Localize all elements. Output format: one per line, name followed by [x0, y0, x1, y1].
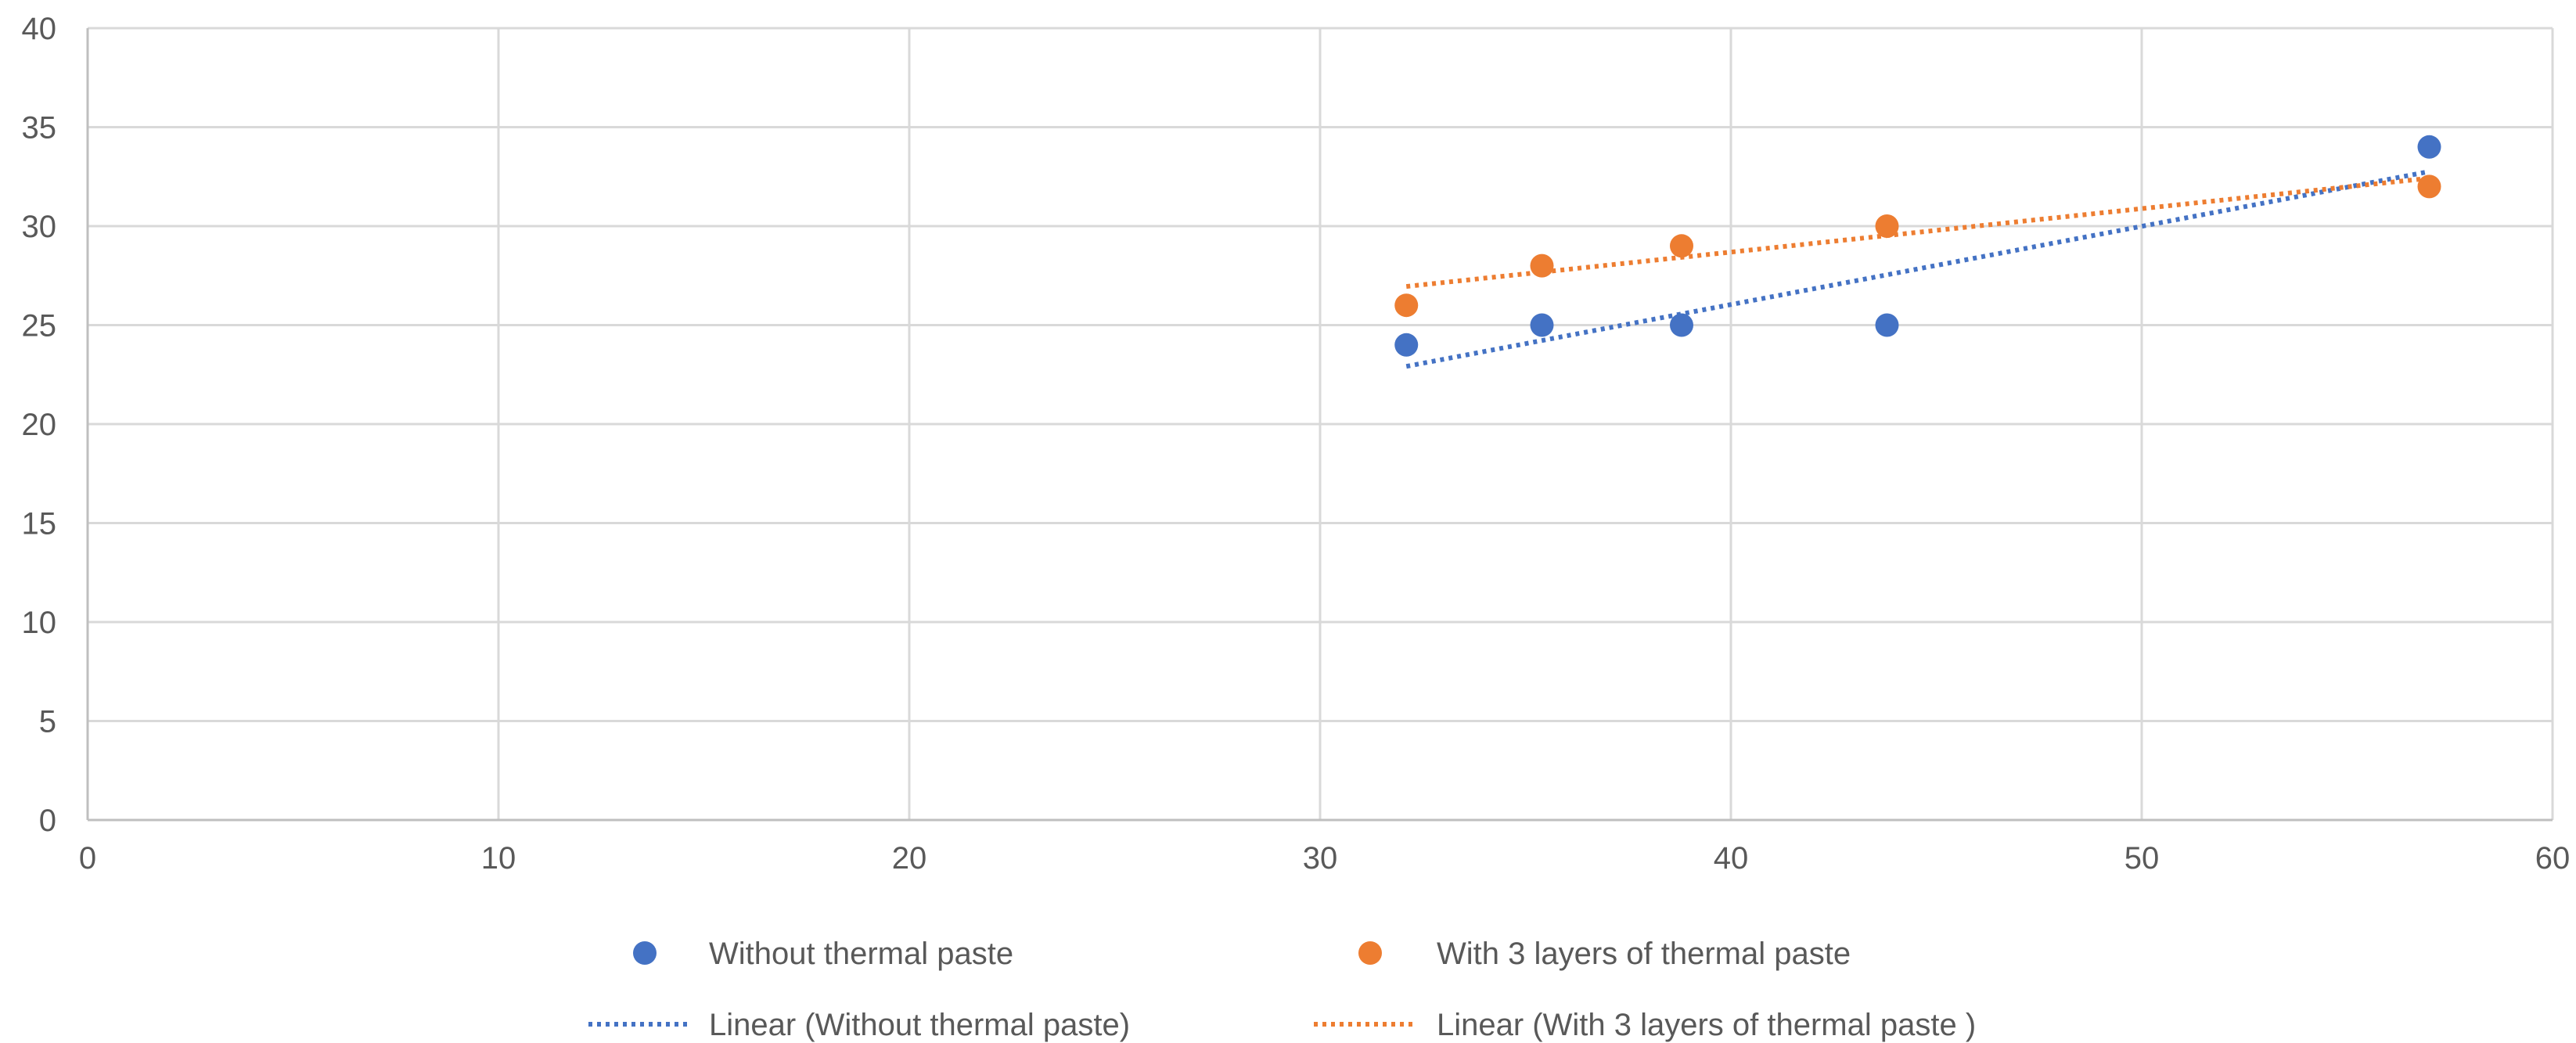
data-point-series2-2 [1530, 254, 1554, 278]
legend-label-series-2: With 3 layers of thermal paste [1437, 937, 1851, 971]
gridlines [88, 27, 2554, 820]
x-tick-label-20: 20 [892, 841, 927, 876]
tick-labels: 0 5 10 15 20 25 30 35 40 0 10 20 30 40 50 60 [22, 12, 2571, 876]
x-tick-label-30: 30 [1303, 841, 1338, 876]
trendline-1 [1405, 169, 2430, 369]
axes [86, 28, 2553, 822]
y-tick-label-40: 40 [22, 12, 57, 46]
legend-label-trendline-1: Linear (Without thermal paste) [709, 1008, 1130, 1042]
data-point-series2-1 [1394, 293, 1419, 318]
data-point-series1-1 [1394, 333, 1419, 357]
x-tick-label-0: 0 [79, 841, 96, 876]
y-tick-label-25: 25 [22, 309, 57, 343]
y-tick-label-35: 35 [22, 111, 57, 146]
data-point-series2-4 [1875, 214, 1899, 238]
legend-label-trendline-2: Linear (With 3 layers of thermal paste ) [1437, 1008, 1976, 1042]
x-tick-label-10: 10 [481, 841, 516, 876]
legend-marker-series-2 [1358, 941, 1382, 965]
x-tick-label-50: 50 [2124, 841, 2160, 876]
x-tick-label-60: 60 [2535, 841, 2571, 876]
y-tick-label-30: 30 [22, 210, 57, 244]
data-point-series1-4 [1875, 313, 1899, 337]
legend: Without thermal paste With 3 layers of th… [588, 937, 1976, 1042]
data-point-series1-3 [1670, 313, 1693, 337]
y-tick-label-5: 5 [39, 705, 56, 739]
data-point-series2-3 [1670, 234, 1693, 258]
y-tick-label-15: 15 [22, 507, 57, 541]
data-point-series2-5 [2417, 174, 2441, 199]
y-tick-label-10: 10 [22, 606, 57, 640]
data-points [1394, 135, 2441, 357]
trendline-2 [1405, 175, 2430, 290]
trendlines [1405, 169, 2430, 369]
x-tick-label-40: 40 [1714, 841, 1749, 876]
y-tick-label-20: 20 [22, 408, 57, 442]
y-tick-label-0: 0 [39, 804, 56, 838]
data-point-series1-5 [2417, 135, 2441, 159]
legend-label-series-1: Without thermal paste [709, 937, 1013, 971]
legend-marker-series-1 [633, 941, 657, 965]
data-point-series1-2 [1530, 313, 1554, 337]
